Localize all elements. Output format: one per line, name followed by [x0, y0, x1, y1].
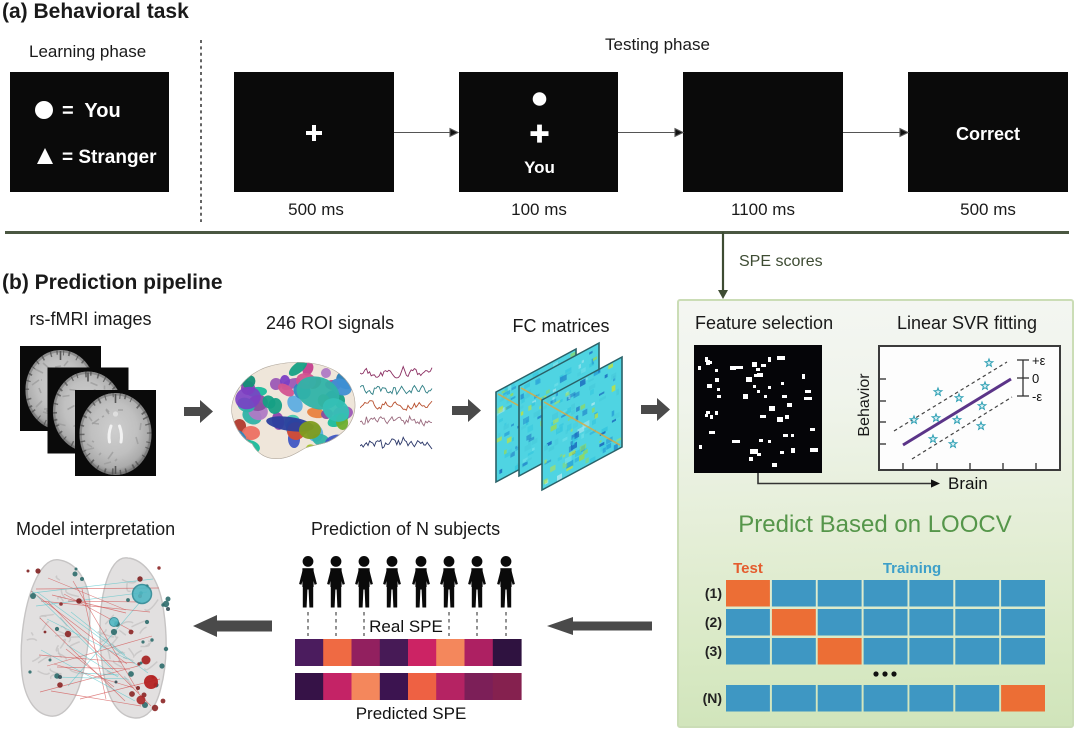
svg-text:Real SPE: Real SPE [369, 617, 443, 636]
svg-text:(2): (2) [705, 614, 722, 630]
svg-text:(3): (3) [705, 643, 722, 659]
svg-text:(N): (N) [703, 690, 722, 706]
svg-text:Brain: Brain [948, 474, 988, 493]
svg-text:0: 0 [1032, 371, 1039, 386]
svg-text:Predicted SPE: Predicted SPE [356, 704, 467, 723]
svg-text:= Stranger: = Stranger [62, 147, 157, 168]
svg-text:-ε: -ε [1032, 389, 1042, 404]
svg-text:= You: = You [62, 100, 121, 122]
svg-text:(1): (1) [705, 585, 722, 601]
svg-text:+ε: +ε [1032, 353, 1046, 368]
svg-text:You: You [524, 158, 555, 177]
